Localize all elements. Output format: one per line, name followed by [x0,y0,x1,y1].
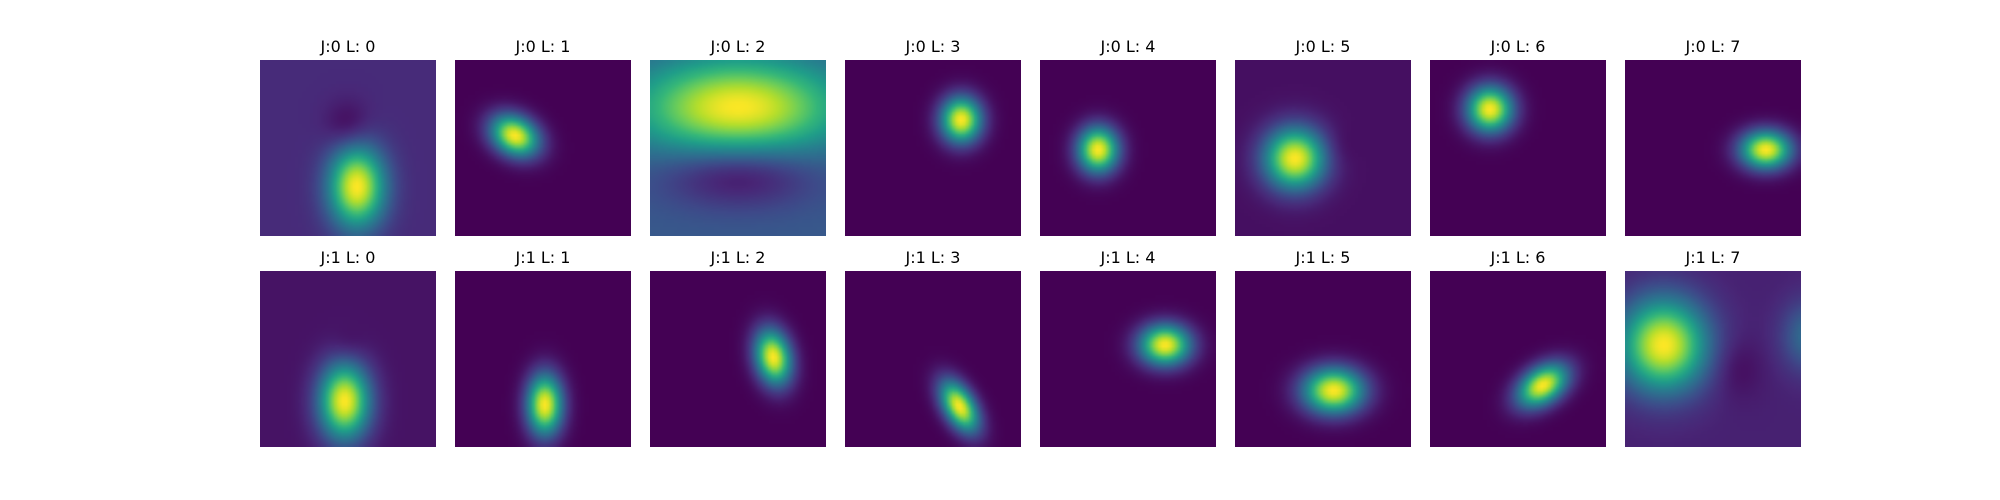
panel-grid: J:0 L: 0 J:0 L: 1 J:0 L: 2 J:0 L: 3 J:0 L: 4… [260,37,1801,447]
heatmap-panel-1 [260,60,436,236]
panel-title-8: J:0 L: 7 [1685,37,1741,56]
heatmap-panel-5 [1040,60,1216,236]
heatmap-panel-10 [455,271,631,447]
panel-title-3: J:0 L: 2 [710,37,766,56]
heatmap-panel-11 [650,271,826,447]
heatmap-panel-7 [1430,60,1606,236]
panel-title-9: J:1 L: 0 [320,248,376,267]
heatmap-panel-9 [260,271,436,447]
panel-title-6: J:0 L: 5 [1295,37,1351,56]
heatmap-panel-15 [1430,271,1606,447]
heatmap-panel-13 [1040,271,1216,447]
heatmap-panel-6 [1235,60,1411,236]
panel-title-15: J:1 L: 6 [1490,248,1546,267]
panel-title-16: J:1 L: 7 [1685,248,1741,267]
heatmap-panel-16 [1625,271,1801,447]
panel-title-10: J:1 L: 1 [515,248,571,267]
panel-title-2: J:0 L: 1 [515,37,571,56]
panel-title-4: J:0 L: 3 [905,37,961,56]
panel-title-13: J:1 L: 4 [1100,248,1156,267]
panel-title-1: J:0 L: 0 [320,37,376,56]
panel-title-11: J:1 L: 2 [710,248,766,267]
heatmap-panel-2 [455,60,631,236]
heatmap-panel-14 [1235,271,1411,447]
panel-title-5: J:0 L: 4 [1100,37,1156,56]
heatmap-panel-8 [1625,60,1801,236]
panel-title-12: J:1 L: 3 [905,248,961,267]
panel-title-7: J:0 L: 6 [1490,37,1546,56]
heatmap-panel-4 [845,60,1021,236]
heatmap-panel-12 [845,271,1021,447]
heatmap-panel-3 [650,60,826,236]
panel-title-14: J:1 L: 5 [1295,248,1351,267]
